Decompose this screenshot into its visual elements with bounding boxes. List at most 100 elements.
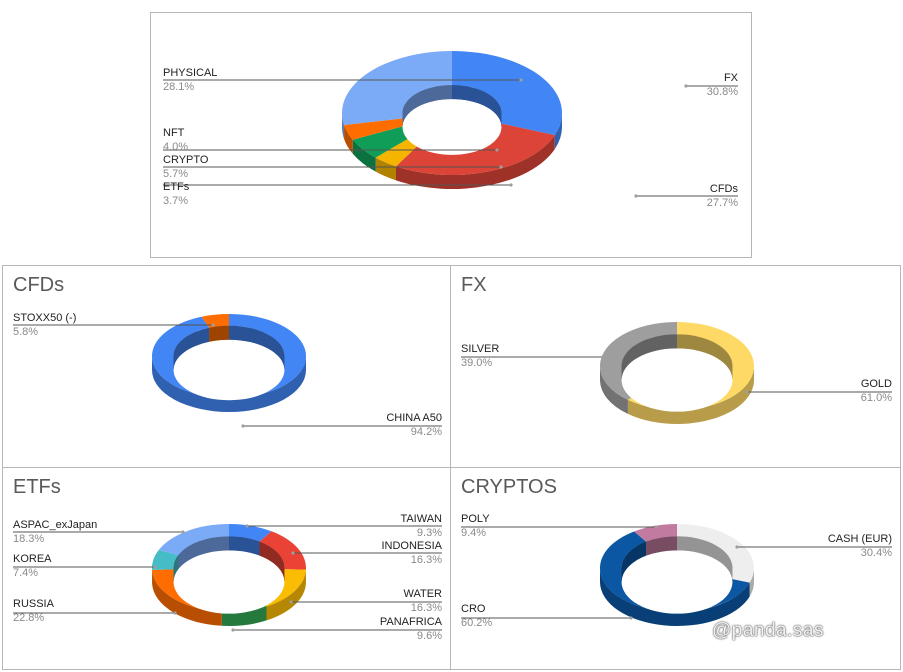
leader-dot <box>629 616 633 620</box>
donut-outer-wall <box>396 135 555 189</box>
chart-title: ETFs <box>13 476 61 498</box>
donut-inner-wall <box>646 536 677 556</box>
slice-percent: 61.0% <box>861 392 892 404</box>
slice-label: INDONESIA <box>381 540 442 552</box>
slice-label: RUSSIA <box>13 598 55 610</box>
donut-outer-wall <box>600 568 750 626</box>
donut-inner-wall <box>677 536 733 582</box>
leader-dot <box>231 628 235 632</box>
main-donut-chart: FX 30.8% CFDs 27.7% ETFs 3.7% CRYPTO 5.7% NFT 4.0… <box>163 51 739 209</box>
slice-label: CHINA A50 <box>386 412 442 424</box>
donut-outer-wall <box>375 157 397 181</box>
donut-outer-wall <box>600 366 628 414</box>
leader-dot <box>654 525 658 529</box>
slice-percent: 7.4% <box>13 567 38 579</box>
slice-percent: 30.8% <box>707 86 738 98</box>
donut-slice-stoxx50-[interactable] <box>201 314 229 328</box>
donut-inner-wall <box>229 536 260 556</box>
donut-slice-nft[interactable] <box>344 118 408 140</box>
donut-outer-wall <box>152 569 222 626</box>
slice-percent: 39.0% <box>461 357 492 369</box>
leader-dot <box>245 524 249 528</box>
donut-inner-wall <box>229 325 285 370</box>
leader-dot <box>519 78 523 82</box>
slice-percent: 9.3% <box>417 527 442 539</box>
donut-inner-wall <box>677 334 733 380</box>
leader-dot <box>601 355 605 359</box>
donut-inner-wall <box>178 536 229 570</box>
chart-title: CFDs <box>13 274 65 296</box>
slice-label: NFT <box>163 127 185 139</box>
slice-percent: 94.2% <box>411 426 442 438</box>
donut-slice-taiwan[interactable] <box>229 524 272 542</box>
slice-percent: 9.6% <box>417 630 442 642</box>
fx-chart-panel: FX GOLD 61.0% SILVER 39.0% <box>450 265 901 468</box>
slice-percent: 60.2% <box>461 617 492 629</box>
slice-label: PANAFRICA <box>380 616 443 628</box>
cryptos-donut-chart: CASH (EUR) 30.4% CRO 60.2% POLY 9.4% <box>461 513 892 629</box>
slice-label: ASPAC_exJapan <box>13 519 97 531</box>
slice-percent: 5.7% <box>163 168 188 180</box>
leader-dot <box>181 530 185 534</box>
slice-percent: 30.4% <box>861 547 892 559</box>
chart-title: FX <box>461 274 487 296</box>
cfds-donut-chart: CHINA A50 94.2% STOXX50 (-) 5.8% <box>13 312 442 438</box>
donut-hole <box>621 348 733 412</box>
etfs-donut-chart: TAIWAN 9.3%INDONESIA 16.3% WATER 16.3% PANAFR… <box>13 513 443 642</box>
donut-hole <box>402 99 502 155</box>
etfs-chart-panel: ETFs TAIWAN 9.3% INDONESIA 16.3% WATER 16.3% P… <box>2 467 451 670</box>
donut-inner-wall <box>621 334 677 380</box>
slice-label: ETFs <box>163 181 190 193</box>
slice-percent: 18.3% <box>13 533 44 545</box>
slice-percent: 3.7% <box>163 195 188 207</box>
slice-percent: 28.1% <box>163 81 194 93</box>
slice-label: CRYPTO <box>163 154 209 166</box>
slice-label: SILVER <box>461 343 499 355</box>
slice-percent: 9.4% <box>461 527 486 539</box>
slice-label: CFDs <box>710 183 739 195</box>
slice-label: CRO <box>461 603 486 615</box>
slice-percent: 22.8% <box>13 612 44 624</box>
watermark: @panda.sas <box>712 620 824 641</box>
donut-outer-wall <box>266 569 306 621</box>
donut-hole <box>173 550 285 614</box>
donut-inner-wall <box>173 327 210 370</box>
donut-slice-fx[interactable] <box>452 51 562 136</box>
donut-inner-wall <box>452 85 502 127</box>
chart-title: CRYPTOS <box>461 476 557 498</box>
leader-dot <box>634 194 638 198</box>
leader-dot <box>509 183 513 187</box>
donut-hole <box>621 550 733 614</box>
slice-percent: 5.8% <box>13 326 38 338</box>
donut-slice-korea[interactable] <box>152 550 179 570</box>
fx-donut-chart: GOLD 61.0% SILVER 39.0% <box>461 322 892 424</box>
donut-outer-wall <box>152 356 306 412</box>
leader-dot <box>173 611 177 615</box>
donut-outer-wall <box>352 139 376 172</box>
slice-label: KOREA <box>13 553 52 565</box>
cfds-chart-panel: CFDs CHINA A50 94.2% STOXX50 (-) 5.8% <box>2 265 451 468</box>
donut-slice-aspac-exjapan[interactable] <box>158 524 229 556</box>
donut-hole <box>173 339 285 401</box>
slice-label: STOXX50 (-) <box>13 312 76 324</box>
slice-percent: 27.7% <box>707 197 738 209</box>
leader-dot <box>735 545 739 549</box>
donut-slice-physical[interactable] <box>342 51 452 126</box>
donut-slice-silver[interactable] <box>599 322 677 400</box>
donut-slice-poly[interactable] <box>634 524 677 542</box>
donut-slice-cash-eur-[interactable] <box>677 524 754 583</box>
main-chart-panel: FX 30.8% CFDs 27.7% ETFs 3.7% CRYPTO 5.7% NFT 4.0… <box>150 12 752 258</box>
slice-label: POLY <box>461 513 490 525</box>
donut-outer-wall <box>342 113 345 140</box>
cryptos-chart-panel: CRYPTOS CASH (EUR) 30.4% CRO 60.2% POLY 9.4% <box>450 467 901 670</box>
slice-label: FX <box>724 72 739 84</box>
leader-dot <box>211 323 215 327</box>
donut-slice-indonesia[interactable] <box>259 531 306 570</box>
slice-label: TAIWAN <box>400 513 442 525</box>
donut-inner-wall <box>259 541 285 582</box>
donut-inner-wall <box>402 85 452 127</box>
leader-dot <box>745 390 749 394</box>
donut-inner-wall <box>621 541 647 582</box>
donut-inner-wall <box>209 325 229 342</box>
slice-percent: 16.3% <box>411 554 442 566</box>
